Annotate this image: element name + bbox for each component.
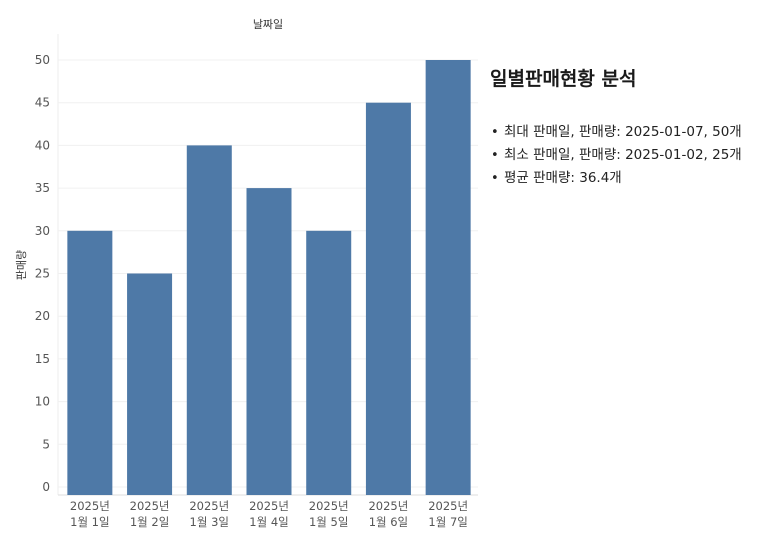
chart-bars [67,60,471,496]
x-tick-label-3-2: 1월 3일 [190,515,229,529]
x-tick-label-6-1: 2025년 [368,499,408,513]
analysis-item-average: 평균 판매량: 36.4개 [491,167,770,190]
y-tick-label-10: 10 [35,395,50,409]
y-tick-label-35: 35 [35,181,50,195]
y-tick-label-40: 40 [35,138,50,152]
analysis-panel: 일별판매현황 분석 최대 판매일, 판매량: 2025-01-07, 50개 최… [490,64,770,190]
x-tick-label-4-1: 2025년 [249,499,289,513]
y-tick-label-50: 50 [35,53,50,67]
bar-4 [246,188,292,495]
analysis-item-min: 최소 판매일, 판매량: 2025-01-02, 25개 [491,144,770,167]
x-tick-label-7-1: 2025년 [428,499,468,513]
y-tick-label-0: 0 [42,480,50,494]
analysis-title: 일별판매현황 분석 [490,68,637,90]
x-tick-label-1-1: 2025년 [70,499,110,513]
chart-axis-title-top: 날짜일 [253,17,283,31]
bar-1 [67,230,113,496]
y-tick-label-15: 15 [35,352,50,366]
x-tick-label-3-1: 2025년 [189,499,229,513]
chart-y-axis-title: 판매량 [15,250,28,280]
x-tick-label-5-2: 1월 5일 [309,515,348,529]
y-tick-label-5: 5 [42,437,50,451]
x-tick-label-5-1: 2025년 [309,499,349,513]
x-tick-label-6-2: 1월 6일 [369,515,408,529]
x-axis-ticks: 2025년 1월 1일 2025년 1월 2일 2025년 1월 3일 2025년 1월 4일… [70,499,468,529]
bar-6 [365,102,411,495]
analysis-item-max: 최대 판매일, 판매량: 2025-01-07, 50개 [491,121,770,144]
y-axis-ticks: 0 5 10 15 20 25 30 35 40 45 50 [35,53,50,494]
x-tick-label-1-2: 1월 1일 [70,515,109,529]
x-tick-label-7-2: 1월 7일 [428,515,467,529]
bar-7 [425,60,471,495]
y-tick-label-20: 20 [35,309,50,323]
bar-2 [127,273,173,495]
x-tick-label-2-1: 2025년 [130,499,170,513]
bar-5 [306,230,352,496]
x-tick-label-4-2: 1월 4일 [249,515,288,529]
bar-3 [186,145,232,495]
analysis-list: 최대 판매일, 판매량: 2025-01-07, 50개 최소 판매일, 판매량… [490,121,770,190]
y-tick-label-30: 30 [35,224,50,238]
y-tick-label-45: 45 [35,96,50,110]
x-tick-label-2-2: 1월 2일 [130,515,169,529]
y-tick-label-25: 25 [35,267,50,281]
